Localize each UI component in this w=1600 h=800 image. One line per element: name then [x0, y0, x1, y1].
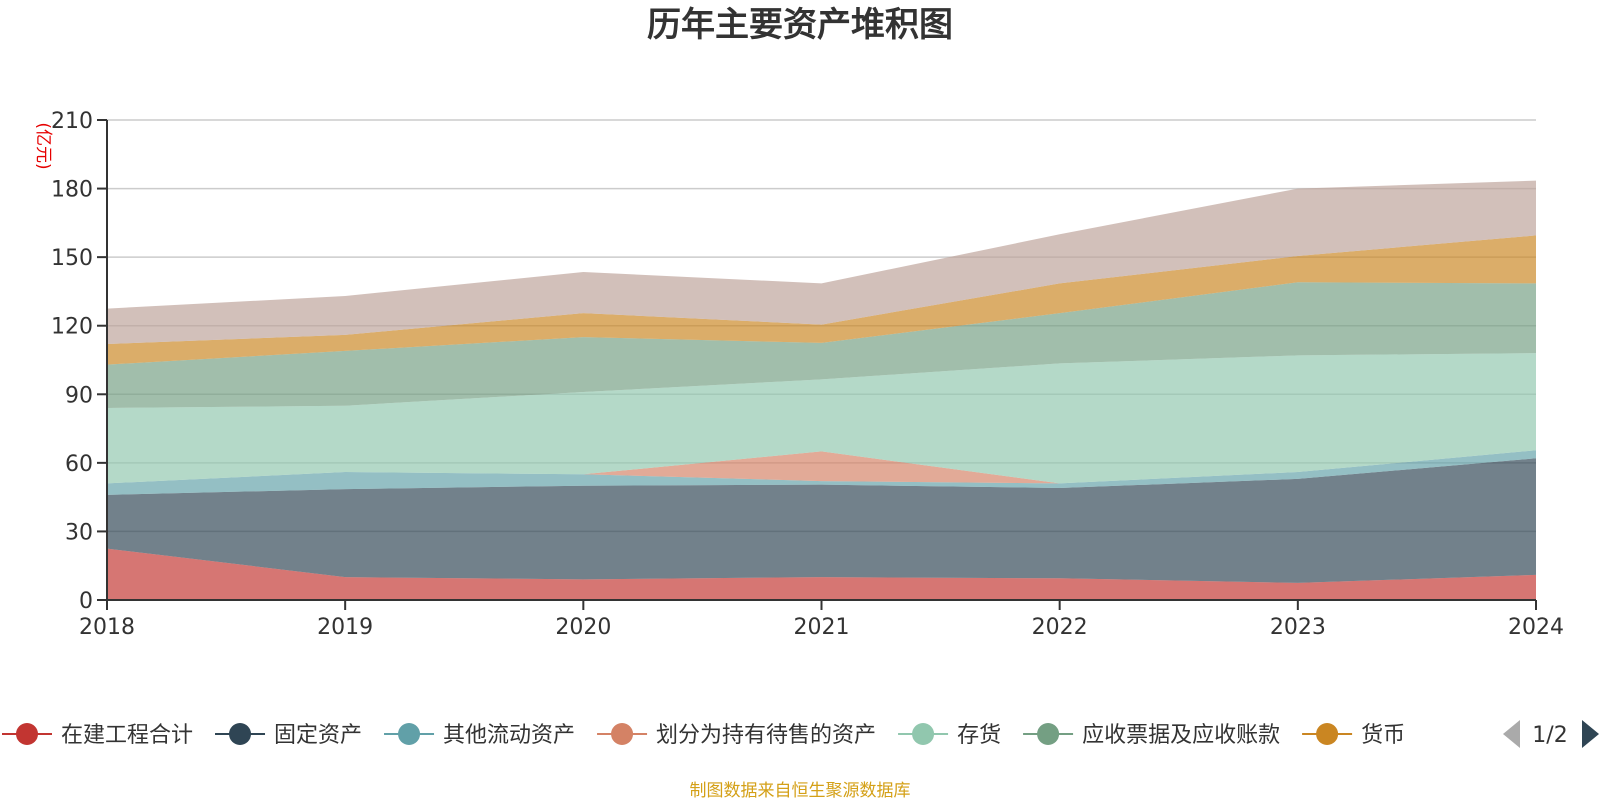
legend-marker-icon — [16, 723, 38, 745]
x-tick-label: 2022 — [1032, 615, 1088, 640]
area-series-5[interactable] — [107, 353, 1536, 484]
legend-label: 在建工程合计 — [61, 723, 193, 748]
y-axis-unit-label: (亿元) — [33, 122, 53, 169]
y-tick-label: 60 — [65, 452, 93, 477]
legend-item[interactable]: 货币 — [1302, 723, 1405, 748]
area-series-1[interactable] — [107, 548, 1536, 600]
area-series-3[interactable] — [107, 450, 1536, 495]
x-tick-label: 2021 — [794, 615, 850, 640]
legend-item[interactable]: 固定资产 — [215, 723, 362, 748]
x-tick-label: 2024 — [1508, 615, 1564, 640]
legend-marker-icon — [398, 723, 421, 745]
legend-prev-page-icon[interactable] — [1503, 720, 1520, 748]
legend-label: 货币 — [1361, 723, 1405, 748]
y-tick-label: 0 — [79, 589, 93, 614]
legend-marker-icon — [912, 723, 935, 745]
y-tick-label: 180 — [51, 178, 93, 203]
x-tick-label: 2023 — [1270, 615, 1326, 640]
legend-marker-icon — [1037, 723, 1060, 745]
data-source-note: 制图数据来自恒生聚源数据库 — [690, 781, 911, 800]
x-tick-label: 2019 — [317, 615, 373, 640]
legend-label: 应收票据及应收账款 — [1082, 723, 1280, 748]
legend-next-page-icon[interactable] — [1582, 720, 1599, 748]
chart-title: 历年主要资产堆积图 — [647, 5, 953, 45]
area-series-8[interactable] — [107, 180, 1536, 344]
legend-item[interactable]: 存货 — [898, 723, 1001, 748]
legend-marker-icon — [611, 723, 634, 745]
legend-label: 划分为持有待售的资产 — [656, 723, 876, 748]
legend-item[interactable]: 应收票据及应收账款 — [1023, 723, 1280, 748]
area-series-4[interactable] — [107, 450, 1536, 484]
axes: 0 30 60 90 120 150 180 210 2018 2019 2020 2021 2022 2… — [51, 109, 1564, 640]
legend-label: 存货 — [957, 723, 1001, 748]
legend: 在建工程合计 固定资产 其他流动资产 划分为持有待售的资产 存货 应收票据及应收账款 货币 — [2, 723, 1405, 748]
legend-item[interactable]: 其他流动资产 — [384, 723, 575, 748]
legend-item[interactable]: 划分为持有待售的资产 — [597, 723, 876, 748]
legend-page-indicator: 1/2 — [1532, 723, 1567, 748]
x-tick-label: 2018 — [79, 615, 135, 640]
legend-marker-icon — [229, 723, 252, 745]
legend-pager: 1/2 — [1503, 720, 1599, 748]
y-tick-label: 150 — [51, 246, 93, 271]
y-tick-label: 120 — [51, 315, 93, 340]
legend-label: 其他流动资产 — [443, 723, 575, 748]
legend-label: 固定资产 — [274, 723, 362, 748]
area-series-group — [107, 180, 1536, 600]
y-tick-label: 210 — [51, 109, 93, 134]
legend-item[interactable]: 在建工程合计 — [2, 723, 193, 748]
area-series-2[interactable] — [107, 458, 1536, 583]
y-tick-label: 90 — [65, 383, 93, 408]
legend-marker-icon — [1316, 723, 1339, 745]
x-tick-label: 2020 — [555, 615, 611, 640]
y-tick-label: 30 — [65, 520, 93, 545]
area-series-6[interactable] — [107, 282, 1536, 408]
area-series-7[interactable] — [107, 235, 1536, 365]
